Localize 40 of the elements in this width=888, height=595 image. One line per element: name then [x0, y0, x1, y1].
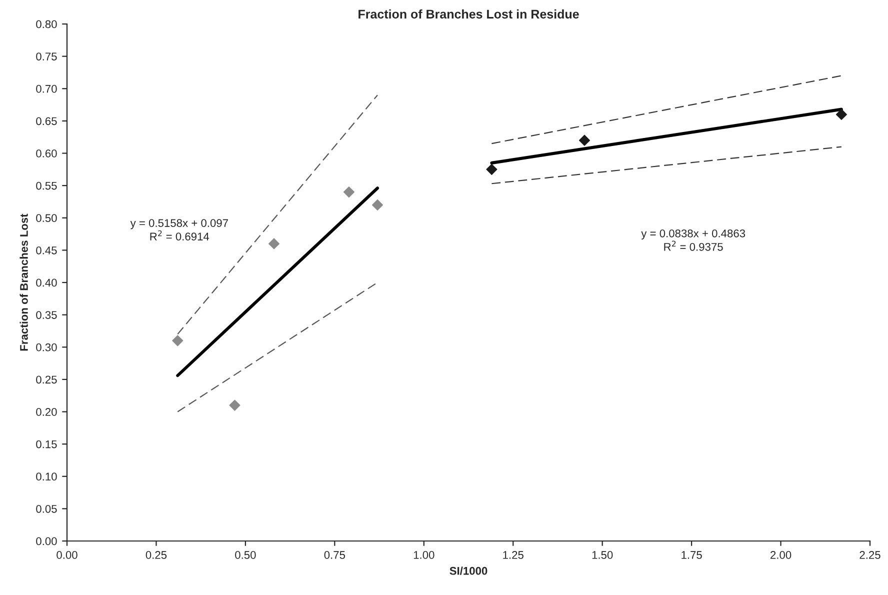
- x-tick-label: 0.75: [324, 551, 346, 559]
- chart-title: Fraction of Branches Lost in Residue: [358, 9, 579, 19]
- point: [343, 186, 354, 198]
- y-tick-label: 0.35: [36, 311, 57, 319]
- x-tick-label: 2.00: [770, 551, 792, 559]
- x-axis-title: SI/1000: [450, 566, 488, 575]
- x-tick-label: 1.00: [414, 551, 434, 559]
- y-tick-label: 0.25: [36, 376, 57, 384]
- y-tick-label: 0.80: [36, 20, 57, 28]
- y-tick-label: 0.55: [36, 182, 57, 190]
- point: [268, 238, 280, 250]
- y-tick-label: 0.50: [36, 214, 57, 222]
- y-tick-label: 0.20: [36, 408, 57, 416]
- x-tick-label: 1.50: [592, 551, 613, 559]
- y-tick-label: 0.40: [36, 278, 57, 287]
- y-tick-label: 0.10: [36, 472, 57, 481]
- y-axis-title: Fraction of Branches Lost: [20, 214, 28, 351]
- y-tick-label: 0.70: [36, 84, 57, 93]
- x-tick-label: 2.25: [860, 551, 880, 559]
- point: [486, 164, 498, 175]
- y-tick-label: 0.60: [36, 150, 57, 158]
- y-tick-label: 0.45: [36, 246, 57, 254]
- point: [229, 400, 240, 411]
- y-tick-label: 0.30: [36, 343, 57, 352]
- x-tick-label: 1.25: [503, 551, 524, 559]
- x-tick-label: 0.50: [235, 551, 256, 559]
- point: [172, 335, 184, 346]
- point: [578, 134, 590, 146]
- y-tick-label: 0.00: [36, 537, 57, 546]
- y-tick-label: 0.75: [36, 52, 57, 60]
- point: [836, 108, 847, 120]
- point: [372, 199, 384, 210]
- y-tick-label: 0.65: [36, 117, 57, 126]
- annotation: y = 0.0838x + 0.4863 R$^{2}$ = 0.9375: [641, 229, 746, 251]
- annotation: y = 0.5158x + 0.097 R$^{2}$ = 0.6914: [130, 219, 228, 240]
- x-tick-label: 0.25: [146, 551, 167, 559]
- y-tick-label: 0.05: [36, 504, 57, 513]
- x-tick-label: 1.75: [682, 551, 702, 559]
- y-tick-label: 0.15: [36, 440, 57, 448]
- x-tick-label: 0.00: [56, 551, 78, 559]
